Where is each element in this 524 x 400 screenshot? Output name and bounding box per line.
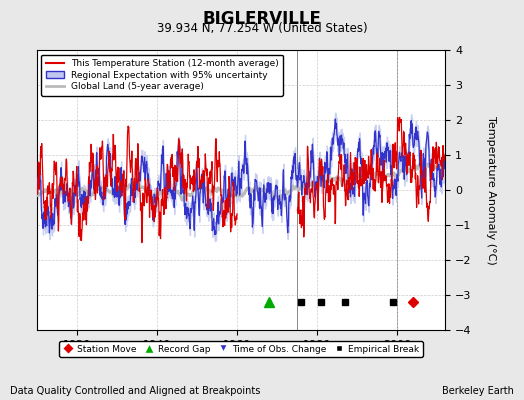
Text: BIGLERVILLE: BIGLERVILLE xyxy=(203,10,321,28)
Text: Data Quality Controlled and Aligned at Breakpoints: Data Quality Controlled and Aligned at B… xyxy=(10,386,261,396)
Legend: This Temperature Station (12-month average), Regional Expectation with 95% uncer: This Temperature Station (12-month avera… xyxy=(41,54,283,96)
Y-axis label: Temperature Anomaly (°C): Temperature Anomaly (°C) xyxy=(486,116,496,264)
Legend: Station Move, Record Gap, Time of Obs. Change, Empirical Break: Station Move, Record Gap, Time of Obs. C… xyxy=(59,341,423,357)
Text: Berkeley Earth: Berkeley Earth xyxy=(442,386,514,396)
Text: 39.934 N, 77.254 W (United States): 39.934 N, 77.254 W (United States) xyxy=(157,22,367,35)
